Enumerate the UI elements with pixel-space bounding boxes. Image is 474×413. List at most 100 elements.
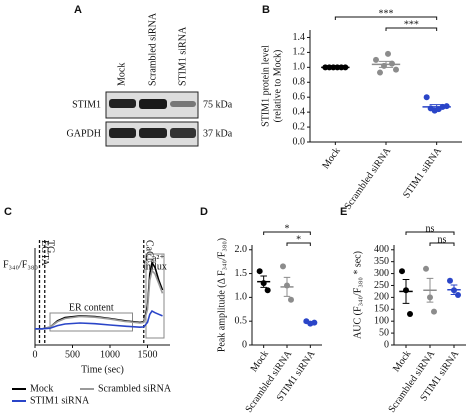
y-tick-label: 0.0 (293, 136, 306, 147)
error-bar (450, 284, 458, 296)
lane-label: Scrambled siRNA (147, 12, 158, 86)
y-tick-label: 350 (374, 256, 389, 267)
data-point (385, 50, 391, 57)
x-tick-label: Mock (249, 349, 271, 374)
error-bar (260, 275, 267, 288)
significance-bracket (429, 242, 455, 246)
legend-label: Mock (30, 383, 53, 394)
y-axis-label: (relative to Mock) (272, 50, 283, 123)
panel-letter: D (200, 206, 208, 218)
error-bar (402, 279, 410, 304)
band (139, 99, 167, 109)
y-tick-label: 0.8 (293, 77, 306, 88)
y-tick-label: 1.0 (293, 62, 306, 73)
y-tick-label: 0 (384, 339, 389, 350)
range-label: ER content (69, 302, 114, 313)
band (170, 128, 196, 138)
legend-label: Scrambled siRNA (98, 383, 172, 394)
y-tick-label: 300 (374, 268, 389, 279)
y-axis-label: F₃₄₀/F₃₈₀ (3, 259, 38, 270)
y-tick-label: 1.0 (235, 292, 248, 303)
significance-label: * (296, 234, 301, 245)
y-tick-label: 0.5 (235, 315, 248, 326)
significance-label: ns (438, 234, 447, 245)
significance-bracket (405, 231, 455, 235)
x-tick-label: Scrambled siRNA (342, 145, 393, 212)
range-label: Ca²⁺ (145, 253, 164, 264)
data-point (373, 56, 379, 63)
y-tick-label: 0.2 (293, 121, 306, 132)
event-label: EGTA (39, 240, 50, 267)
lane-label: Mock (116, 63, 127, 86)
y-tick-label: 1.2 (293, 47, 306, 58)
lane-label: STIM1 siRNA (177, 26, 188, 86)
error-bar (328, 66, 343, 69)
band (109, 128, 136, 138)
y-tick-label: 250 (374, 280, 389, 291)
significance-bracket (334, 16, 438, 20)
data-point (447, 277, 453, 284)
data-point (288, 296, 294, 303)
x-tick-label: 0 (33, 349, 38, 360)
error-bar (429, 104, 444, 110)
data-point (256, 268, 263, 275)
data-point (264, 287, 271, 294)
significance-bracket (263, 231, 311, 235)
x-tick-label: Mock (320, 146, 342, 171)
data-point (280, 263, 286, 270)
y-axis-label: STIM1 protein level (260, 45, 271, 127)
data-point (455, 292, 461, 298)
band (139, 128, 167, 138)
y-tick-label: 1.4 (293, 32, 306, 43)
series-line (35, 268, 164, 330)
y-axis-label: AUC (F₃₄₀/F₃₈₀ * sec) (352, 251, 363, 339)
significance-label: ns (426, 223, 435, 234)
panel-letter: A (74, 4, 82, 16)
significance-bracket (385, 27, 438, 31)
data-point (393, 66, 399, 73)
significance-label: *** (404, 19, 419, 30)
x-tick-label: 500 (65, 349, 80, 360)
y-tick-label: 0.6 (293, 91, 306, 102)
error-bar (378, 60, 394, 68)
row-label: STIM1 (72, 99, 101, 110)
panel-letter: E (340, 206, 347, 218)
y-tick-label: 200 (374, 292, 389, 303)
x-axis-label: Time (sec) (81, 364, 124, 375)
y-tick-label: 400 (374, 244, 389, 255)
y-tick-label: 0.4 (293, 106, 306, 117)
data-point (423, 94, 430, 101)
significance-bracket (286, 242, 311, 246)
error-bar (283, 276, 291, 297)
x-tick-label: 1500 (138, 349, 158, 360)
panel-letter: C (4, 206, 12, 218)
y-tick-label: 100 (374, 315, 389, 326)
y-axis-label: Peak amplitude (Δ F₃₄₀/F₃₈₀) (216, 238, 227, 352)
band (170, 101, 196, 107)
range-box (145, 253, 165, 339)
event-label: TG (44, 240, 55, 253)
significance-label: * (285, 223, 290, 234)
error-bar (426, 277, 434, 303)
x-tick-label: 1000 (100, 349, 120, 360)
x-tick-label: STIM1 siRNA (401, 145, 444, 200)
x-tick-label: Mock (391, 349, 413, 374)
series-line (35, 310, 163, 330)
row-label: GAPDH (67, 128, 101, 139)
panel-letter: B (262, 4, 270, 16)
marker-label: 37 kDa (203, 128, 233, 139)
y-tick-label: 50 (379, 327, 389, 338)
data-point (431, 308, 437, 315)
y-tick-label: 150 (374, 304, 389, 315)
error-bar (307, 321, 314, 325)
marker-label: 75 kDa (203, 99, 233, 110)
legend-label: STIM1 siRNA (30, 395, 90, 406)
data-point (423, 265, 429, 272)
y-tick-label: 2.0 (235, 244, 248, 255)
significance-label: *** (379, 8, 394, 19)
y-tick-label: 0 (242, 339, 247, 350)
y-tick-label: 1.5 (235, 268, 248, 279)
data-point (399, 268, 405, 275)
band (109, 99, 136, 108)
